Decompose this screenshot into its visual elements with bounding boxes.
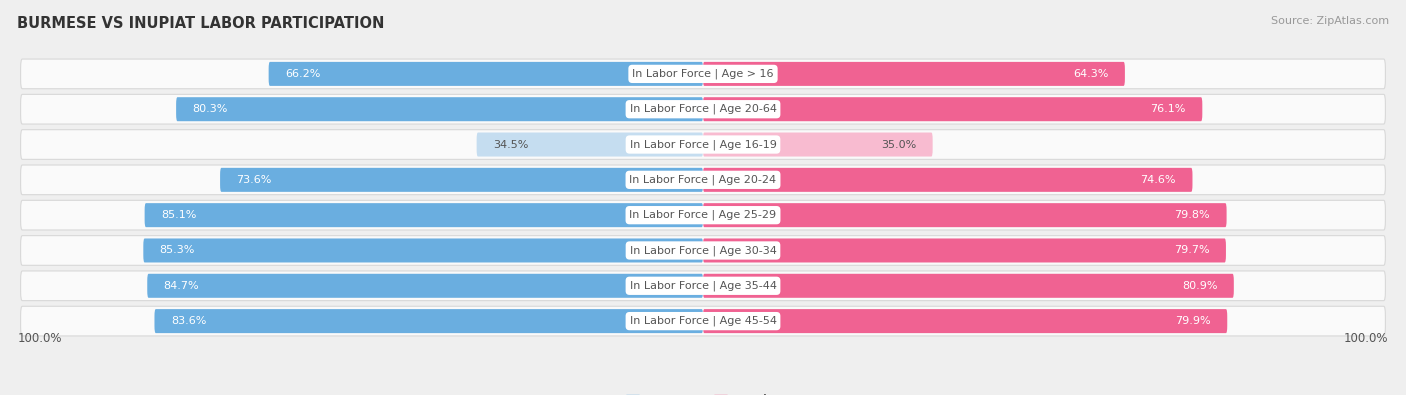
FancyBboxPatch shape [703, 203, 1226, 227]
FancyBboxPatch shape [703, 274, 1234, 298]
Text: 83.6%: 83.6% [172, 316, 207, 326]
FancyBboxPatch shape [269, 62, 703, 86]
FancyBboxPatch shape [155, 309, 703, 333]
Text: 73.6%: 73.6% [236, 175, 271, 185]
Legend: Burmese, Inupiat: Burmese, Inupiat [626, 394, 780, 395]
FancyBboxPatch shape [477, 132, 703, 156]
Text: 84.7%: 84.7% [163, 281, 200, 291]
Text: 79.8%: 79.8% [1174, 210, 1211, 220]
FancyBboxPatch shape [21, 271, 1385, 301]
FancyBboxPatch shape [145, 203, 703, 227]
FancyBboxPatch shape [148, 274, 703, 298]
FancyBboxPatch shape [21, 165, 1385, 195]
Text: In Labor Force | Age 25-29: In Labor Force | Age 25-29 [630, 210, 776, 220]
Text: In Labor Force | Age 16-19: In Labor Force | Age 16-19 [630, 139, 776, 150]
Text: 74.6%: 74.6% [1140, 175, 1175, 185]
Text: 35.0%: 35.0% [882, 139, 917, 150]
Text: In Labor Force | Age 45-54: In Labor Force | Age 45-54 [630, 316, 776, 326]
FancyBboxPatch shape [21, 130, 1385, 159]
Text: 80.3%: 80.3% [193, 104, 228, 114]
Text: 79.9%: 79.9% [1175, 316, 1211, 326]
Text: In Labor Force | Age > 16: In Labor Force | Age > 16 [633, 69, 773, 79]
Text: In Labor Force | Age 30-34: In Labor Force | Age 30-34 [630, 245, 776, 256]
Text: 100.0%: 100.0% [1344, 332, 1389, 345]
Text: 76.1%: 76.1% [1150, 104, 1185, 114]
FancyBboxPatch shape [703, 168, 1192, 192]
FancyBboxPatch shape [21, 59, 1385, 89]
FancyBboxPatch shape [703, 97, 1202, 121]
FancyBboxPatch shape [703, 62, 1125, 86]
FancyBboxPatch shape [176, 97, 703, 121]
FancyBboxPatch shape [221, 168, 703, 192]
FancyBboxPatch shape [703, 239, 1226, 263]
FancyBboxPatch shape [21, 306, 1385, 336]
Text: In Labor Force | Age 20-64: In Labor Force | Age 20-64 [630, 104, 776, 115]
Text: 100.0%: 100.0% [17, 332, 62, 345]
Text: 34.5%: 34.5% [494, 139, 529, 150]
Text: 66.2%: 66.2% [285, 69, 321, 79]
FancyBboxPatch shape [21, 200, 1385, 230]
Text: 85.1%: 85.1% [162, 210, 197, 220]
Text: 80.9%: 80.9% [1182, 281, 1218, 291]
FancyBboxPatch shape [21, 236, 1385, 265]
Text: 85.3%: 85.3% [160, 245, 195, 256]
Text: In Labor Force | Age 20-24: In Labor Force | Age 20-24 [630, 175, 776, 185]
FancyBboxPatch shape [21, 94, 1385, 124]
Text: In Labor Force | Age 35-44: In Labor Force | Age 35-44 [630, 280, 776, 291]
FancyBboxPatch shape [703, 309, 1227, 333]
Text: Source: ZipAtlas.com: Source: ZipAtlas.com [1271, 16, 1389, 26]
Text: 64.3%: 64.3% [1073, 69, 1108, 79]
Text: BURMESE VS INUPIAT LABOR PARTICIPATION: BURMESE VS INUPIAT LABOR PARTICIPATION [17, 16, 384, 31]
Text: 79.7%: 79.7% [1174, 245, 1209, 256]
FancyBboxPatch shape [703, 132, 932, 156]
FancyBboxPatch shape [143, 239, 703, 263]
